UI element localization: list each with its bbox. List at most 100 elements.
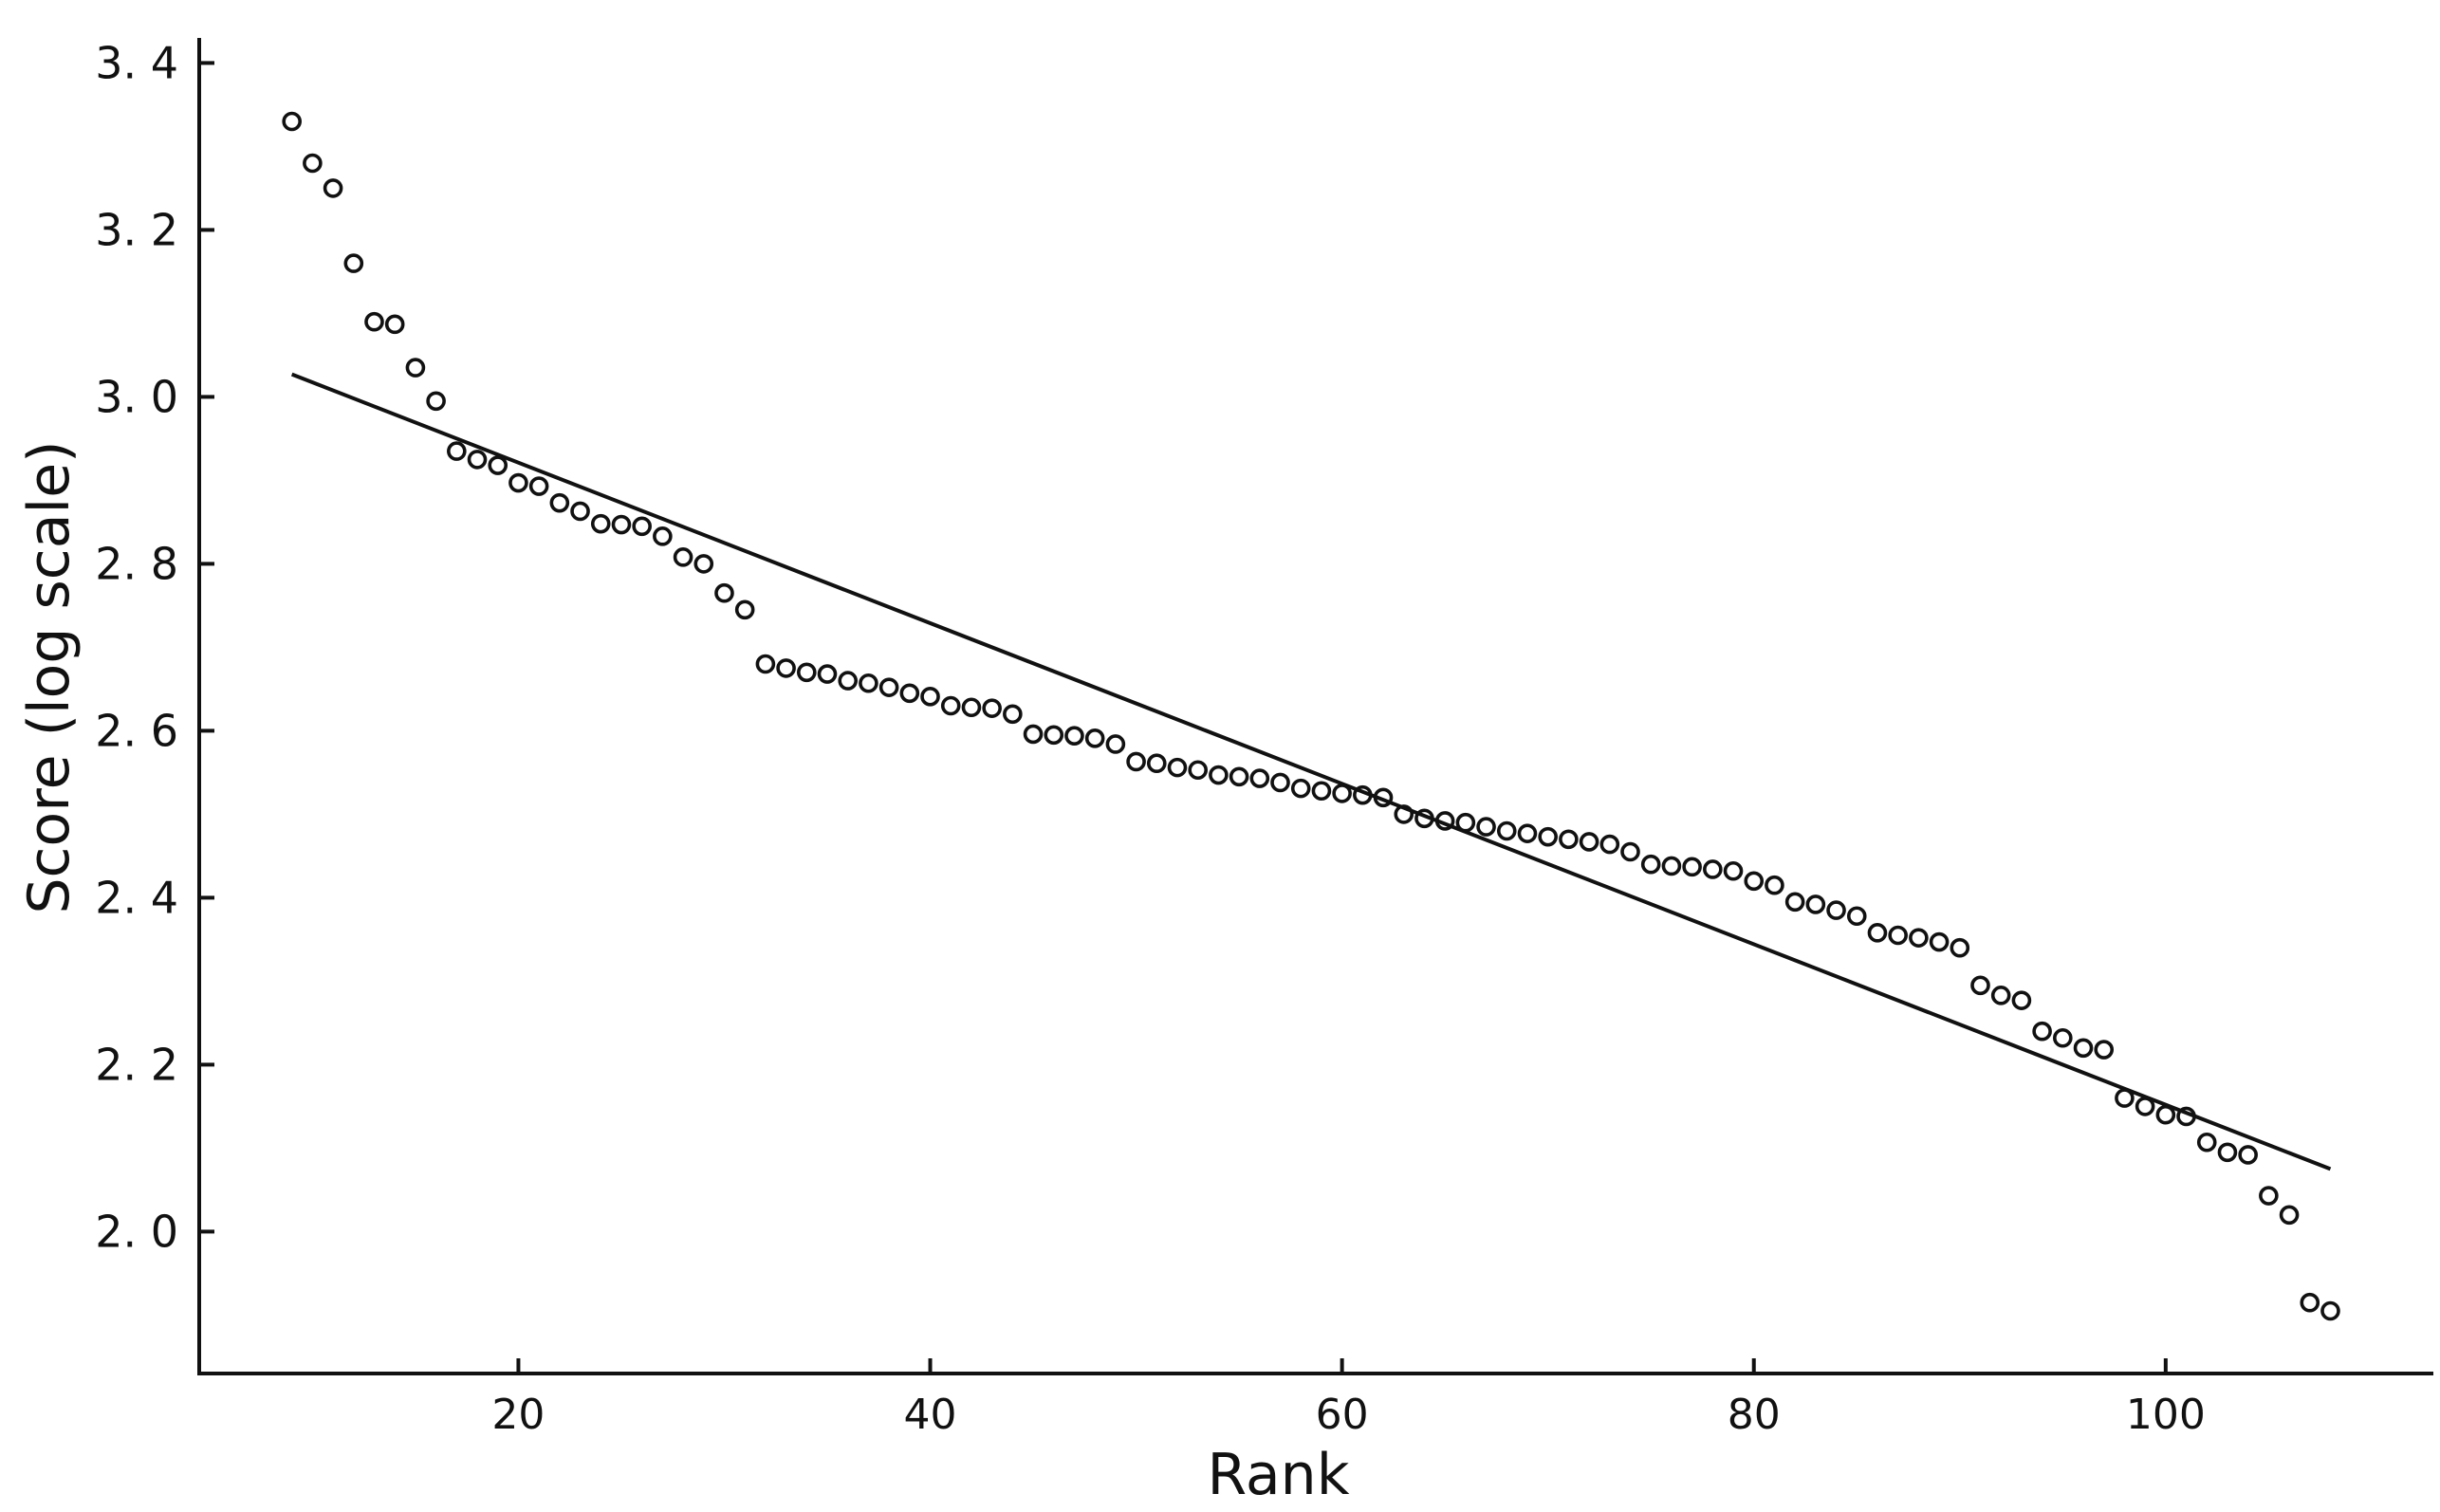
x-tick-label: 60 bbox=[1316, 1391, 1369, 1439]
data-point bbox=[343, 253, 364, 273]
data-point bbox=[734, 599, 755, 620]
data-point bbox=[1888, 925, 1908, 946]
data-point bbox=[1620, 841, 1640, 862]
y-ticks: 2. 0 2. 2 2. 4 2. 6 2. 8 3. 0 3. 2 3. 4 bbox=[95, 37, 214, 1257]
data-point bbox=[1744, 871, 1765, 892]
x-tick-label: 20 bbox=[491, 1391, 545, 1439]
data-point bbox=[899, 683, 920, 704]
data-point bbox=[1599, 834, 1620, 855]
data-point bbox=[653, 526, 673, 546]
data-point bbox=[2011, 990, 2032, 1010]
data-point bbox=[1929, 931, 1950, 952]
data-point bbox=[1538, 826, 1558, 847]
data-point bbox=[1188, 760, 1208, 781]
data-point bbox=[1990, 986, 2011, 1005]
y-tick-label: 3. 0 bbox=[95, 371, 178, 422]
data-point bbox=[1023, 724, 1044, 745]
data-point bbox=[1703, 859, 1723, 879]
data-point bbox=[1249, 768, 1270, 788]
data-point bbox=[282, 111, 302, 132]
data-point bbox=[1414, 808, 1434, 829]
data-point bbox=[2320, 1300, 2340, 1321]
data-point bbox=[1846, 906, 1867, 927]
data-point bbox=[1270, 772, 1290, 793]
data-point bbox=[1311, 781, 1332, 802]
data-point bbox=[1517, 823, 1538, 843]
y-tick-label: 3. 2 bbox=[95, 204, 178, 255]
data-point bbox=[1640, 854, 1661, 875]
data-point bbox=[1765, 875, 1784, 895]
data-point bbox=[1970, 975, 1990, 996]
x-axis-title: Rank bbox=[1208, 1442, 1350, 1508]
data-point bbox=[2135, 1097, 2155, 1116]
data-point bbox=[961, 697, 982, 718]
data-point bbox=[508, 472, 528, 493]
data-point bbox=[1003, 704, 1023, 725]
data-point bbox=[1476, 817, 1496, 837]
data-point bbox=[859, 673, 878, 693]
data-point bbox=[1455, 812, 1476, 833]
data-point bbox=[2032, 1021, 2052, 1042]
data-point bbox=[1146, 753, 1167, 774]
data-point bbox=[1496, 821, 1517, 841]
data-point bbox=[1229, 766, 1249, 787]
data-point bbox=[364, 311, 384, 332]
data-point bbox=[2115, 1088, 2135, 1108]
data-point bbox=[1867, 923, 1888, 943]
data-point bbox=[2176, 1106, 2196, 1127]
data-point bbox=[1661, 856, 1682, 876]
data-point bbox=[1909, 928, 1929, 948]
y-tick-label: 2. 8 bbox=[95, 538, 178, 589]
data-point bbox=[1394, 804, 1414, 824]
data-point bbox=[920, 687, 940, 707]
data-point bbox=[1126, 751, 1146, 772]
data-point bbox=[323, 178, 343, 198]
data-point bbox=[1167, 757, 1188, 778]
data-point bbox=[1682, 857, 1702, 877]
data-point bbox=[693, 554, 714, 574]
y-tick-label: 2. 4 bbox=[95, 872, 178, 923]
y-axis-title: Score (log scale) bbox=[16, 440, 83, 913]
x-tick-label: 40 bbox=[904, 1391, 957, 1439]
data-point bbox=[1353, 784, 1373, 805]
data-point bbox=[2259, 1186, 2279, 1206]
data-point bbox=[1064, 726, 1084, 746]
data-point bbox=[940, 695, 961, 716]
data-point bbox=[1332, 784, 1352, 803]
data-point bbox=[1805, 894, 1826, 914]
data-point bbox=[611, 514, 632, 535]
data-point bbox=[1950, 937, 1970, 958]
data-point bbox=[1044, 725, 1064, 746]
data-point bbox=[982, 698, 1002, 718]
data-point bbox=[2279, 1205, 2300, 1226]
data-point bbox=[1084, 728, 1105, 748]
data-point bbox=[2053, 1027, 2073, 1048]
data-point bbox=[776, 658, 796, 678]
trend-line bbox=[290, 372, 2332, 1171]
data-point bbox=[1209, 765, 1229, 785]
y-tick-label: 2. 2 bbox=[95, 1039, 178, 1090]
data-point bbox=[796, 662, 817, 683]
data-point bbox=[755, 654, 776, 674]
data-point bbox=[1290, 778, 1311, 799]
x-tick-label: 100 bbox=[2126, 1391, 2206, 1439]
data-point bbox=[528, 476, 549, 496]
data-point bbox=[590, 513, 611, 534]
data-point bbox=[467, 450, 488, 470]
data-point bbox=[1105, 734, 1126, 754]
y-tick-label: 2. 0 bbox=[95, 1206, 178, 1257]
x-tick-label: 80 bbox=[1728, 1391, 1781, 1439]
data-point bbox=[1723, 860, 1744, 881]
data-point bbox=[838, 671, 859, 691]
data-point bbox=[2073, 1038, 2094, 1059]
y-tick-label: 2. 6 bbox=[95, 705, 178, 756]
data-point bbox=[1784, 892, 1805, 913]
data-points bbox=[282, 111, 2340, 1321]
data-point bbox=[2155, 1104, 2176, 1125]
data-point bbox=[447, 441, 467, 461]
data-point bbox=[570, 501, 590, 522]
data-point bbox=[1579, 832, 1599, 852]
data-point bbox=[2196, 1132, 2217, 1152]
